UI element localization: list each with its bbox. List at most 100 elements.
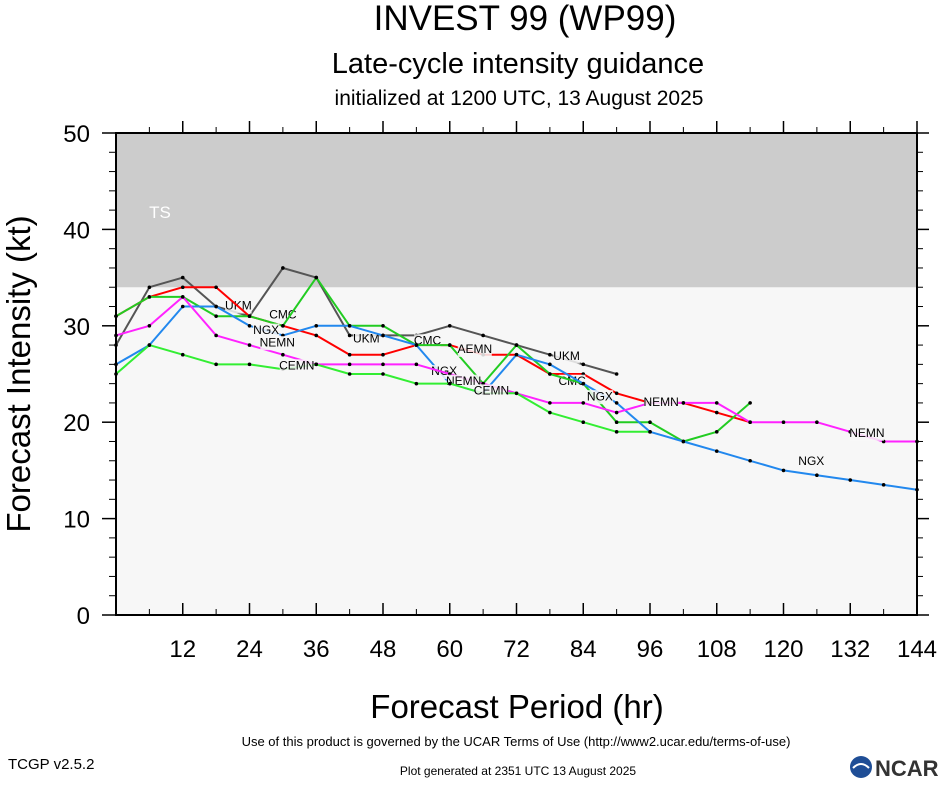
ncar-logo-text: NCAR: [875, 756, 939, 780]
series-label-ukm: UKM: [353, 331, 380, 345]
series-label-bg: [252, 323, 280, 338]
data-point-aemn: [614, 420, 619, 425]
data-point-ngx: [681, 439, 686, 444]
series-label-cmc: CMC: [269, 307, 297, 321]
series-label-nemn: NEMN: [643, 395, 678, 409]
data-point-nemn: [347, 362, 352, 367]
data-point-nemn: [614, 410, 619, 415]
data-point-cemn: [247, 362, 252, 367]
y-tick-label: 50: [63, 121, 90, 148]
data-point-nemn: [247, 343, 252, 347]
data-point-aemn: [447, 343, 452, 347]
data-point-ngx: [714, 449, 719, 453]
data-point-ngx: [247, 324, 252, 328]
x-tick-label: 36: [303, 636, 330, 663]
data-point-nemn: [748, 420, 752, 425]
data-point-nemn: [681, 401, 686, 405]
data-point-nemn: [147, 324, 152, 328]
data-point-ngx: [581, 381, 586, 386]
data-point-cmc: [714, 410, 719, 415]
series-label-nemn: NEMN: [849, 426, 884, 440]
data-point-ngx: [347, 324, 352, 328]
data-point-nemn: [781, 420, 786, 425]
y-tick-label: 40: [63, 217, 90, 244]
data-point-cemn: [581, 420, 586, 425]
data-point-cmc: [180, 285, 185, 290]
data-point-ngx: [614, 401, 619, 405]
series-label-bg: [798, 454, 825, 469]
data-point-nemn: [214, 333, 218, 338]
data-point-cemn: [414, 381, 419, 386]
axis-layer: 12 24 36 48 60 72 84 96 108 120 132 144 0 10 20 30 40 50: [63, 121, 937, 663]
data-point-nemn: [414, 362, 419, 367]
data-point-ngx: [314, 324, 319, 328]
data-point-nemn: [581, 401, 586, 405]
data-point-ukm: [614, 372, 619, 376]
data-point-cemn: [381, 372, 385, 376]
data-point-aemn: [381, 324, 385, 328]
series-label-ngx: NGX: [587, 389, 613, 403]
series-label-bg: [553, 349, 580, 364]
data-point-nemn: [548, 401, 552, 405]
ncar-logo: NCAR: [848, 754, 940, 781]
x-tick-label: 24: [236, 636, 263, 663]
data-point-ukm: [548, 352, 552, 357]
series-label-bg: [353, 332, 380, 347]
data-point-cmc: [347, 352, 352, 357]
data-point-ngx: [548, 362, 552, 367]
tropical-storm-band: [116, 133, 917, 288]
terms-of-use: Use of this product is governed by the U…: [242, 734, 791, 749]
series-cemn: CEMN CEMN: [114, 343, 652, 434]
series-label-nemn: NEMN: [260, 335, 295, 349]
series-line-aemn: [115, 276, 751, 443]
series-label-ukm: UKM: [553, 349, 580, 363]
data-point-ngx: [381, 333, 385, 338]
data-point-ukm: [180, 275, 185, 280]
x-tick-label: 12: [169, 636, 196, 663]
band-label-ts: TS: [149, 203, 171, 222]
data-point-cemn: [548, 410, 552, 415]
generated-time: Plot generated at 2351 UTC 13 August 202…: [400, 764, 636, 778]
data-point-aemn: [314, 275, 319, 280]
series-label-bg: [260, 336, 295, 351]
data-point-cemn: [314, 362, 319, 367]
data-point-ngx: [815, 473, 819, 478]
series-label-bg: [279, 359, 314, 374]
series-layer: UKMUKMUKMCMCCMCCMCAEMNNGXNGXNGXNGXNEMNNE…: [114, 266, 919, 492]
x-tick-label: 60: [436, 636, 463, 663]
data-point-aemn: [648, 420, 652, 425]
data-point-aemn: [514, 343, 519, 347]
series-label-cmc: CMC: [414, 333, 442, 347]
data-point-ngx: [514, 352, 519, 357]
series-label-ngx: NGX: [798, 454, 824, 468]
x-axis-title: Forecast Period (hr): [370, 688, 663, 725]
data-point-cemn: [447, 381, 452, 386]
data-point-ngx: [214, 304, 218, 309]
data-point-cemn: [180, 352, 185, 357]
data-point-cemn: [347, 372, 352, 376]
data-point-nemn: [180, 295, 185, 299]
y-axis-title: Forecast Intensity (kt): [0, 215, 37, 532]
data-point-cmc: [381, 352, 385, 357]
chart-title: INVEST 99 (WP99): [374, 0, 677, 38]
data-point-cemn: [147, 343, 152, 347]
series-label-bg: [849, 426, 884, 441]
data-point-ukm: [147, 285, 152, 290]
data-point-aemn: [147, 295, 152, 299]
x-tick-label: 96: [637, 636, 664, 663]
chart-subtitle: Late-cycle intensity guidance: [332, 48, 704, 80]
data-point-aemn: [214, 314, 218, 318]
data-point-aemn: [281, 324, 285, 328]
data-point-ukm: [581, 362, 586, 367]
data-point-cemn: [514, 391, 519, 396]
data-point-nemn: [815, 420, 819, 425]
series-aemn: AEMN: [114, 275, 752, 444]
x-tick-label: 120: [763, 636, 803, 663]
data-point-aemn: [548, 372, 552, 376]
data-point-ngx: [781, 468, 786, 473]
data-point-ukm: [347, 333, 352, 338]
data-point-nemn: [714, 401, 719, 405]
data-point-cemn: [648, 430, 652, 434]
